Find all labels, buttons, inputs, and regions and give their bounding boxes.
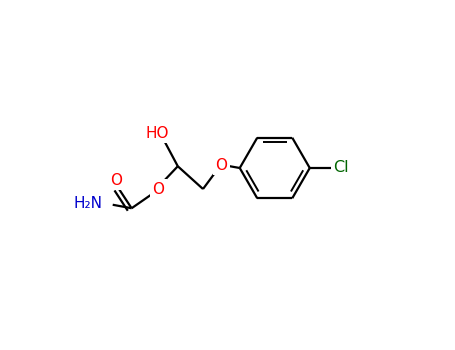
Text: Cl: Cl (333, 161, 349, 175)
Text: O: O (216, 158, 228, 173)
Text: O: O (111, 173, 122, 188)
Text: H₂N: H₂N (73, 196, 102, 210)
Text: HO: HO (145, 126, 168, 141)
Text: O: O (152, 182, 165, 196)
